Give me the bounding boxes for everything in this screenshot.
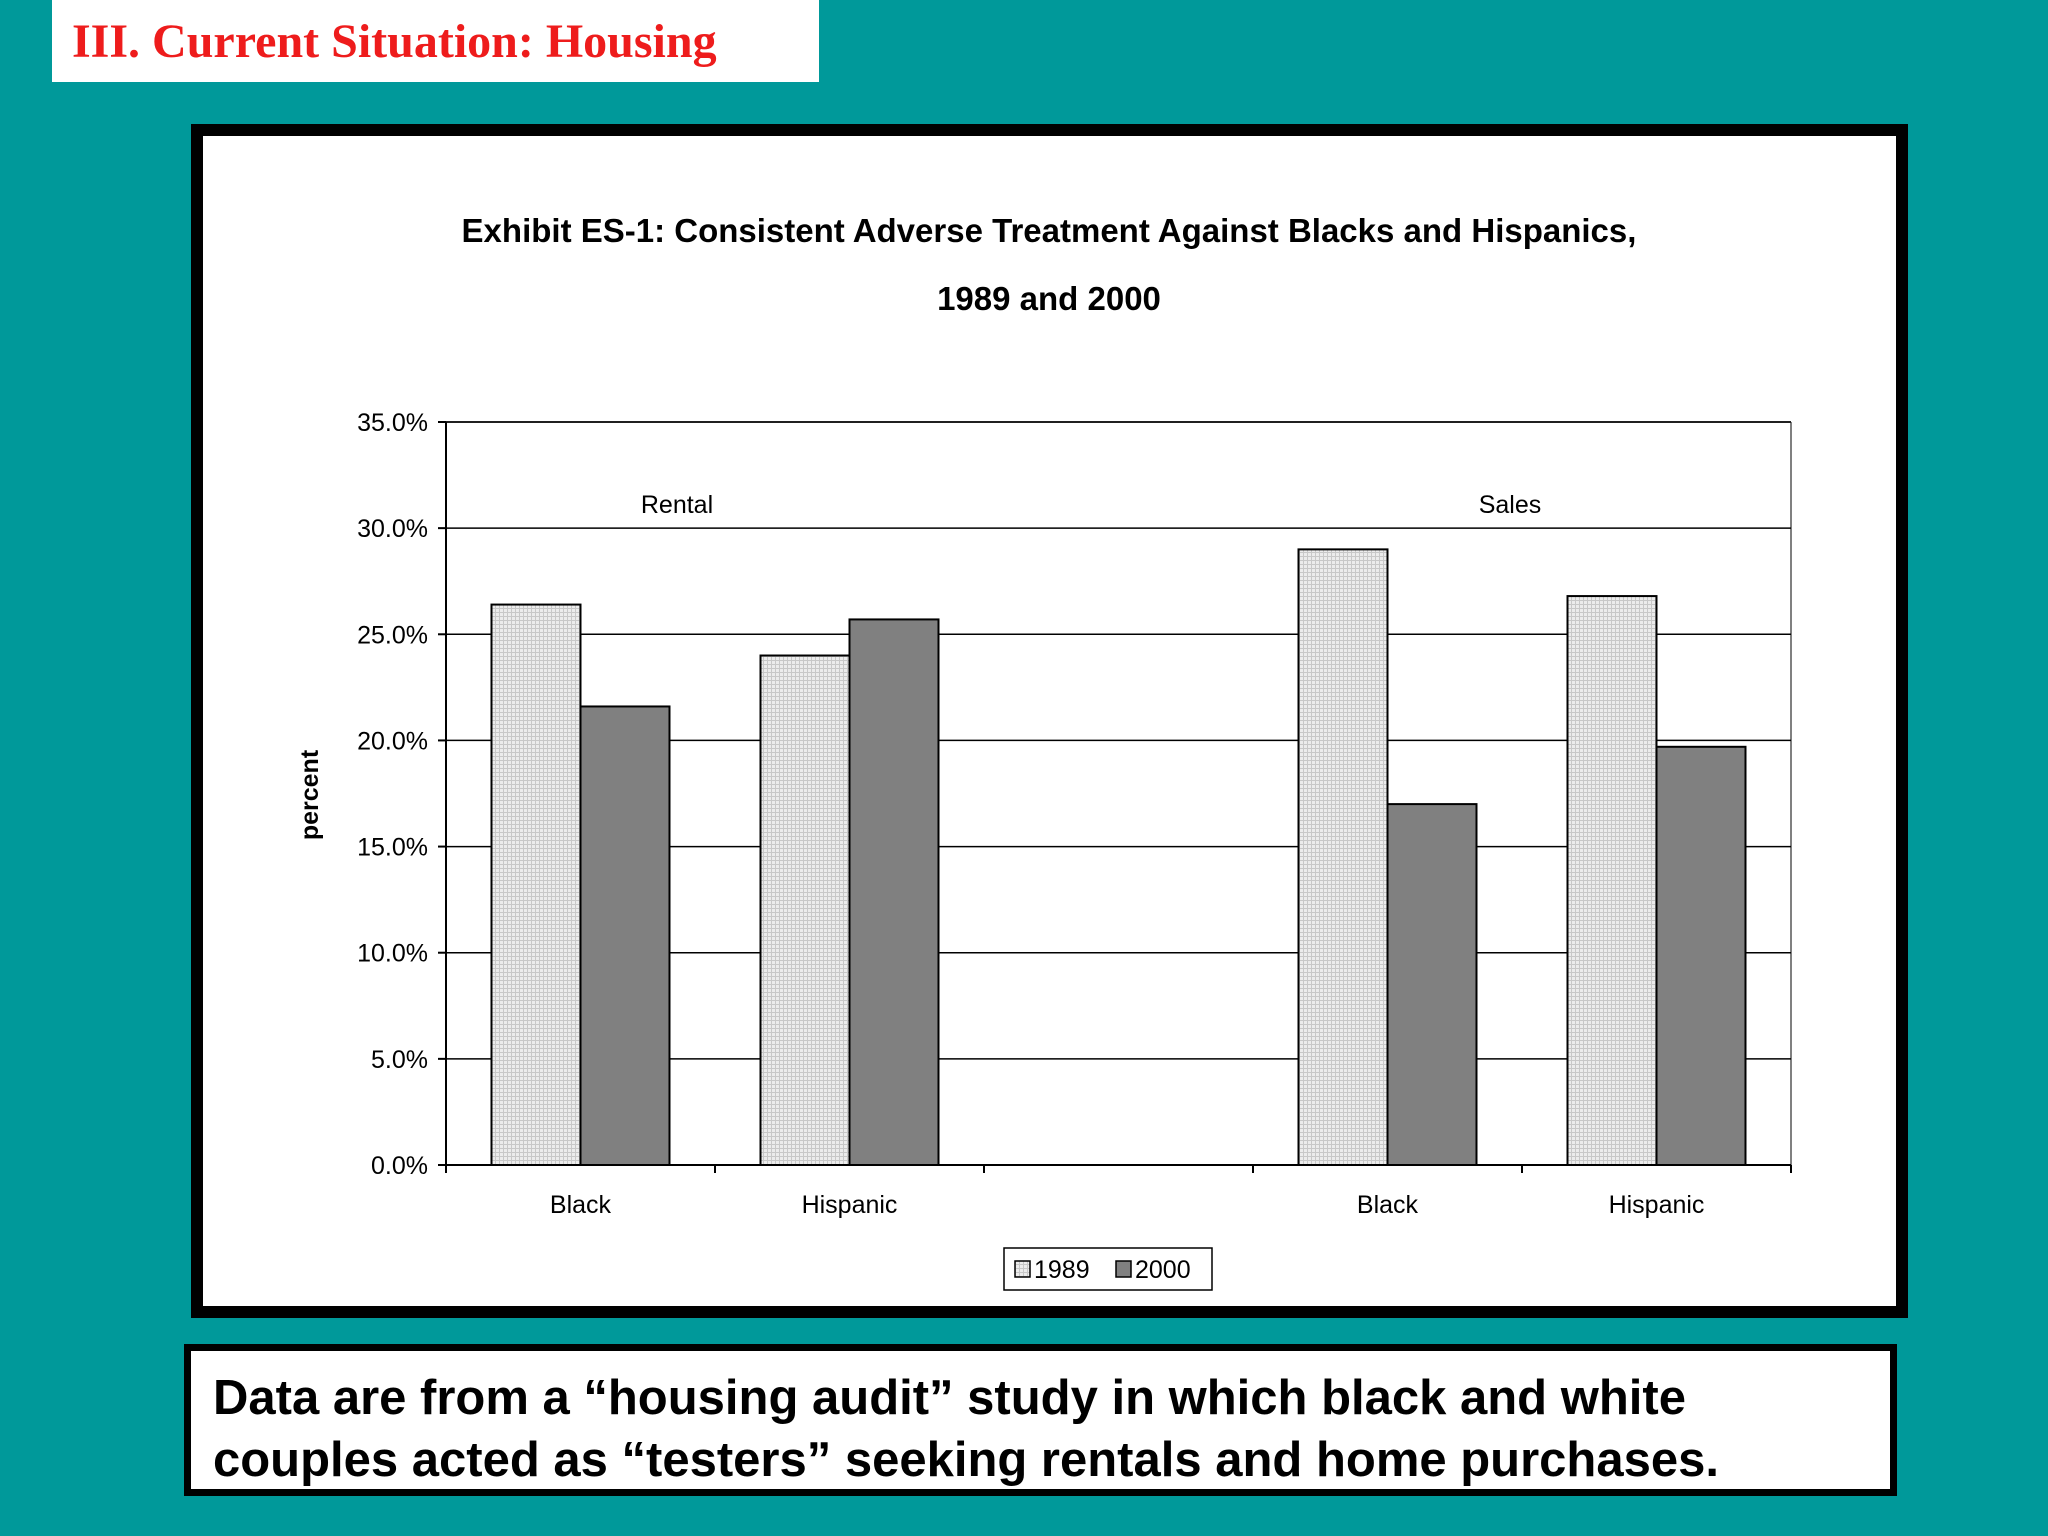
bar-2000-hispanic: [848, 618, 940, 1166]
legend-swatch-1989: [1014, 1260, 1031, 1278]
y-tick-label: 15.0%: [357, 834, 428, 862]
legend-swatch-2000: [1115, 1260, 1132, 1278]
caption-text: Data are from a “housing audit” study in…: [213, 1371, 1719, 1487]
bar-2000-hispanic: [1655, 745, 1747, 1166]
chart-title-line-1: Exhibit ES-1: Consistent Adverse Treatme…: [462, 212, 1637, 249]
legend: 1989 2000: [1003, 1247, 1213, 1291]
bar-1989-hispanic: [759, 654, 851, 1166]
x-tick-label: Hispanic: [1609, 1191, 1705, 1219]
legend-label-1989: 1989: [1034, 1256, 1090, 1284]
bar-2000-black: [1386, 803, 1478, 1166]
y-tick-label: 20.0%: [357, 727, 428, 755]
bar-1989-black: [1297, 548, 1389, 1167]
bar-2000-black: [579, 705, 671, 1166]
group-label-sales: Sales: [1479, 491, 1542, 519]
chart-title-line-2: 1989 and 2000: [937, 280, 1161, 317]
group-label-rental: Rental: [641, 491, 713, 519]
x-tick-label: Black: [550, 1191, 612, 1219]
y-tick-label: 35.0%: [357, 409, 428, 437]
bar-1989-black: [490, 603, 582, 1166]
chart-frame: Exhibit ES-1: Consistent Adverse Treatme…: [191, 124, 1908, 1318]
bar-chart: Exhibit ES-1: Consistent Adverse Treatme…: [296, 212, 1792, 1291]
y-tick-label: 30.0%: [357, 515, 428, 543]
y-tick-label: 25.0%: [357, 621, 428, 649]
bar-1989-hispanic: [1566, 595, 1658, 1166]
slide-title: III. Current Situation: Housing: [72, 15, 717, 68]
y-tick-label: 0.0%: [371, 1152, 428, 1180]
axes: 0.0% 5.0% 10.0% 15.0% 20.0% 25.0% 30.0% 35.0% Bl…: [357, 409, 1792, 1219]
y-axis-label: percent: [296, 749, 324, 840]
y-tick-label: 5.0%: [371, 1046, 428, 1074]
x-tick-label: Hispanic: [802, 1191, 898, 1219]
bars: [490, 548, 1747, 1167]
y-tick-label: 10.0%: [357, 940, 428, 968]
slide-title-box: III. Current Situation: Housing: [52, 0, 819, 82]
x-tick-label: Black: [1357, 1191, 1419, 1219]
legend-label-2000: 2000: [1135, 1256, 1191, 1284]
caption-box: Data are from a “housing audit” study in…: [184, 1344, 1897, 1496]
